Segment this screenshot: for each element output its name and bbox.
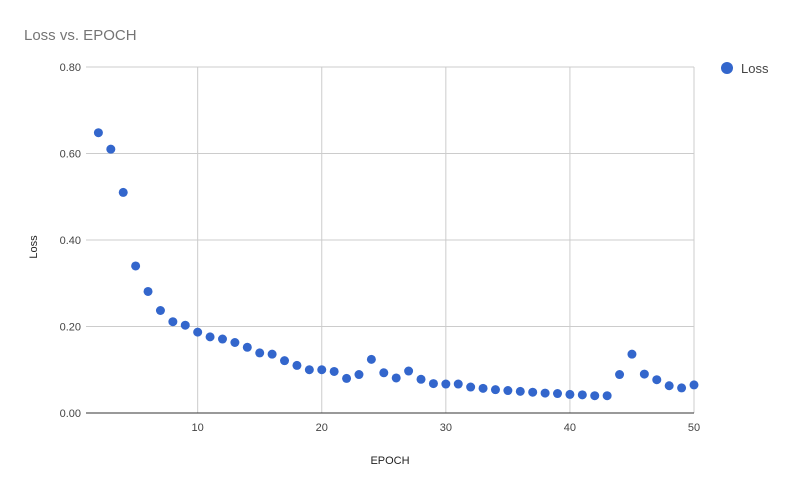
y-axis-title: Loss <box>28 235 40 259</box>
data-point[interactable] <box>453 379 463 389</box>
data-point[interactable] <box>379 368 389 378</box>
y-tick-label: 0.80 <box>60 62 81 74</box>
y-tick-label: 0.00 <box>60 408 81 420</box>
chart-title: Loss vs. EPOCH <box>24 27 137 44</box>
data-point[interactable] <box>490 385 500 395</box>
data-point[interactable] <box>155 305 165 315</box>
data-point[interactable] <box>478 383 488 393</box>
grid-layer <box>86 66 695 413</box>
data-point[interactable] <box>255 348 265 358</box>
x-axis-title: EPOCH <box>370 455 409 467</box>
data-point[interactable] <box>267 349 277 359</box>
legend-marker-loss <box>721 62 733 74</box>
legend[interactable]: Loss <box>721 61 769 76</box>
data-point[interactable] <box>106 144 116 154</box>
data-point[interactable] <box>93 128 103 138</box>
data-point[interactable] <box>280 356 290 366</box>
data-point[interactable] <box>391 373 401 383</box>
x-tick-label: 50 <box>688 422 700 434</box>
data-point[interactable] <box>652 375 662 385</box>
data-point[interactable] <box>118 187 128 197</box>
x-tick-label: 40 <box>564 422 576 434</box>
x-tick-label: 10 <box>192 422 204 434</box>
data-point[interactable] <box>528 387 538 397</box>
data-point[interactable] <box>242 342 252 352</box>
data-point[interactable] <box>366 354 376 364</box>
y-tick-labels: 0.00 0.20 0.40 0.60 0.80 <box>60 62 81 420</box>
y-tick-label: 0.40 <box>60 235 81 247</box>
data-point[interactable] <box>217 334 227 344</box>
data-point[interactable] <box>304 365 314 375</box>
data-point[interactable] <box>342 373 352 383</box>
data-point[interactable] <box>565 389 575 399</box>
data-point[interactable] <box>292 360 302 370</box>
data-point[interactable] <box>639 369 649 379</box>
data-point[interactable] <box>329 366 339 376</box>
data-point[interactable] <box>577 390 587 400</box>
data-point[interactable] <box>664 381 674 391</box>
data-point[interactable] <box>627 349 637 359</box>
data-point[interactable] <box>168 317 178 327</box>
data-point[interactable] <box>602 391 612 401</box>
data-point[interactable] <box>416 374 426 384</box>
data-point[interactable] <box>553 389 563 399</box>
y-tick-label: 0.60 <box>60 149 81 161</box>
data-point[interactable] <box>404 366 414 376</box>
x-tick-label: 30 <box>440 422 452 434</box>
data-point[interactable] <box>689 380 699 390</box>
x-tick-labels: 10 20 30 40 50 <box>192 422 701 434</box>
x-tick-label: 20 <box>316 422 328 434</box>
data-point[interactable] <box>428 379 438 389</box>
data-point[interactable] <box>317 365 327 375</box>
data-point[interactable] <box>677 383 687 393</box>
data-point[interactable] <box>615 370 625 380</box>
data-point[interactable] <box>143 286 153 296</box>
data-point[interactable] <box>466 382 476 392</box>
data-point[interactable] <box>515 386 525 396</box>
data-point[interactable] <box>180 320 190 330</box>
data-point[interactable] <box>193 327 203 337</box>
data-point[interactable] <box>230 338 240 348</box>
y-tick-label: 0.20 <box>60 322 81 334</box>
data-point[interactable] <box>590 391 600 401</box>
data-point[interactable] <box>503 386 513 396</box>
data-point[interactable] <box>540 388 550 398</box>
data-points <box>93 128 699 401</box>
data-point[interactable] <box>441 379 451 389</box>
data-point[interactable] <box>131 261 141 271</box>
data-point[interactable] <box>205 332 215 342</box>
legend-label-loss: Loss <box>741 61 769 76</box>
data-point[interactable] <box>354 370 364 380</box>
